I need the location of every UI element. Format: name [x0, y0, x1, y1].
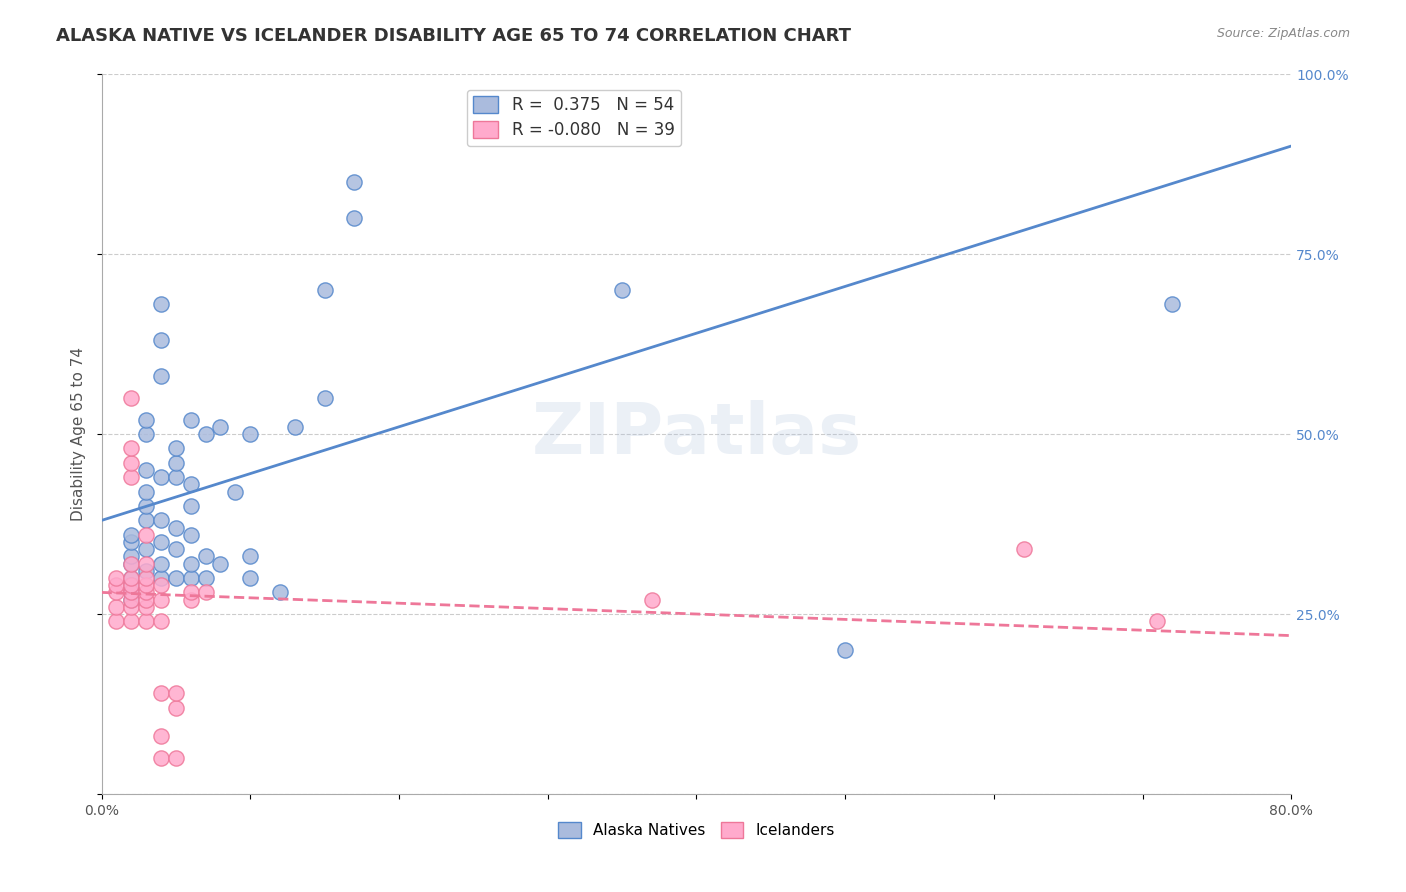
- Point: [314, 283, 336, 297]
- Point: [135, 513, 157, 527]
- Point: [194, 427, 217, 442]
- Legend: Alaska Natives, Icelanders: Alaska Natives, Icelanders: [551, 816, 841, 844]
- Point: [165, 700, 187, 714]
- Point: [150, 614, 173, 628]
- Point: [105, 578, 128, 592]
- Point: [180, 499, 202, 513]
- Point: [120, 557, 142, 571]
- Point: [135, 564, 157, 578]
- Point: [150, 369, 173, 384]
- Point: [135, 592, 157, 607]
- Point: [150, 334, 173, 348]
- Point: [150, 686, 173, 700]
- Point: [180, 557, 202, 571]
- Point: [180, 571, 202, 585]
- Point: [165, 456, 187, 470]
- Point: [120, 557, 142, 571]
- Point: [1161, 297, 1184, 311]
- Point: [165, 751, 187, 765]
- Point: [150, 297, 173, 311]
- Y-axis label: Disability Age 65 to 74: Disability Age 65 to 74: [72, 347, 86, 521]
- Point: [135, 614, 157, 628]
- Point: [150, 513, 173, 527]
- Point: [180, 592, 202, 607]
- Point: [269, 585, 291, 599]
- Point: [194, 549, 217, 564]
- Point: [165, 686, 187, 700]
- Point: [105, 571, 128, 585]
- Point: [120, 585, 142, 599]
- Point: [120, 571, 142, 585]
- Point: [120, 592, 142, 607]
- Point: [135, 585, 157, 599]
- Point: [120, 470, 142, 484]
- Point: [150, 592, 173, 607]
- Point: [150, 578, 173, 592]
- Point: [120, 391, 142, 405]
- Point: [135, 463, 157, 477]
- Point: [150, 557, 173, 571]
- Point: [239, 549, 262, 564]
- Point: [1146, 614, 1168, 628]
- Point: [1012, 542, 1035, 557]
- Point: [343, 211, 366, 225]
- Point: [135, 557, 157, 571]
- Point: [150, 470, 173, 484]
- Text: Source: ZipAtlas.com: Source: ZipAtlas.com: [1216, 27, 1350, 40]
- Point: [239, 571, 262, 585]
- Point: [135, 484, 157, 499]
- Point: [165, 470, 187, 484]
- Point: [194, 585, 217, 599]
- Point: [209, 557, 232, 571]
- Point: [120, 442, 142, 456]
- Point: [209, 419, 232, 434]
- Point: [239, 427, 262, 442]
- Point: [135, 571, 157, 585]
- Point: [150, 571, 173, 585]
- Point: [150, 535, 173, 549]
- Point: [135, 427, 157, 442]
- Point: [120, 528, 142, 542]
- Text: ALASKA NATIVE VS ICELANDER DISABILITY AGE 65 TO 74 CORRELATION CHART: ALASKA NATIVE VS ICELANDER DISABILITY AG…: [56, 27, 851, 45]
- Point: [120, 535, 142, 549]
- Point: [150, 751, 173, 765]
- Point: [834, 643, 856, 657]
- Point: [135, 578, 157, 592]
- Point: [165, 442, 187, 456]
- Point: [641, 592, 664, 607]
- Point: [120, 592, 142, 607]
- Point: [343, 175, 366, 189]
- Point: [180, 585, 202, 599]
- Point: [120, 456, 142, 470]
- Point: [165, 571, 187, 585]
- Point: [105, 614, 128, 628]
- Point: [284, 419, 307, 434]
- Point: [120, 578, 142, 592]
- Point: [120, 599, 142, 614]
- Point: [120, 585, 142, 599]
- Point: [180, 412, 202, 426]
- Point: [135, 412, 157, 426]
- Point: [135, 499, 157, 513]
- Point: [120, 578, 142, 592]
- Point: [180, 528, 202, 542]
- Point: [224, 484, 246, 499]
- Point: [105, 599, 128, 614]
- Point: [120, 614, 142, 628]
- Point: [135, 599, 157, 614]
- Point: [135, 528, 157, 542]
- Point: [120, 549, 142, 564]
- Text: ZIPatlas: ZIPatlas: [531, 400, 862, 468]
- Point: [150, 730, 173, 744]
- Point: [165, 520, 187, 534]
- Point: [120, 571, 142, 585]
- Point: [105, 585, 128, 599]
- Point: [610, 283, 633, 297]
- Point: [135, 542, 157, 557]
- Point: [165, 542, 187, 557]
- Point: [194, 571, 217, 585]
- Point: [180, 477, 202, 491]
- Point: [314, 391, 336, 405]
